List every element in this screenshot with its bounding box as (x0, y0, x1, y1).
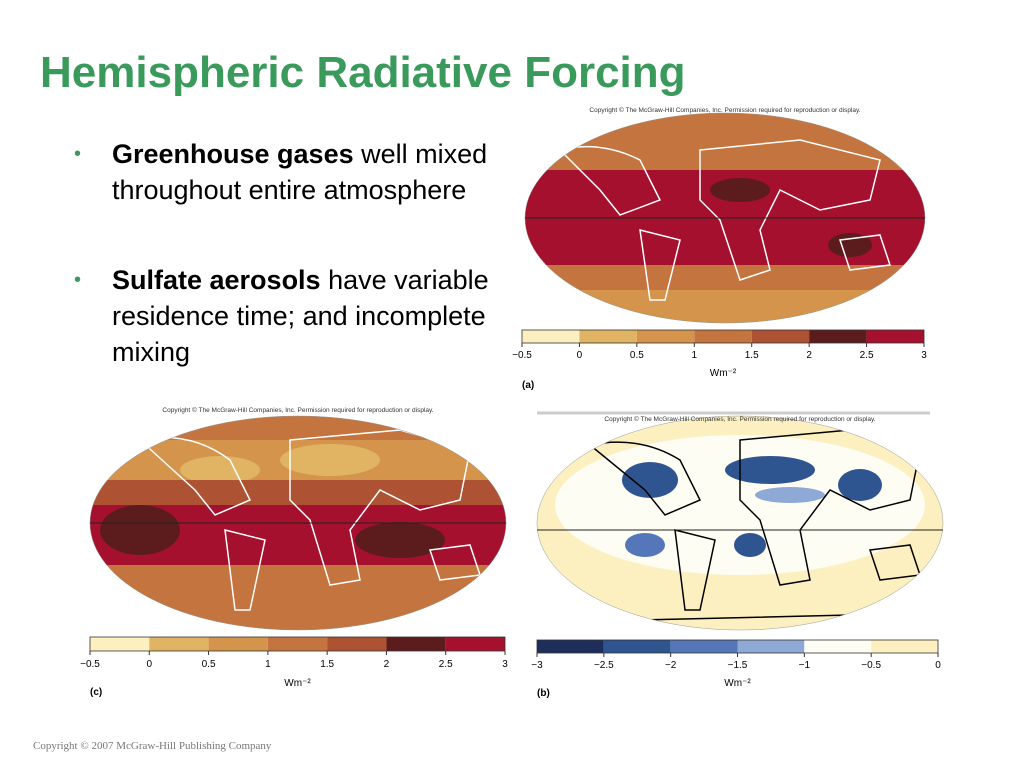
colorbar-segment (737, 640, 805, 653)
colorbar-tick-label: 1.5 (745, 350, 759, 361)
colorbar-tick-label: 2 (384, 659, 390, 670)
colorbar-unit: Wm⁻² (284, 678, 311, 689)
colorbar-segment (636, 330, 695, 343)
bullet: • Sulfate aerosols have variable residenc… (74, 265, 489, 367)
colorbar-tick-label: 0.5 (630, 350, 644, 361)
figure-copyright: Copyright © The McGraw-Hill Companies, I… (162, 406, 433, 414)
colorbar-tick-label: 0 (935, 660, 941, 671)
colorbar-tick-label: 2.5 (439, 659, 453, 670)
colorbar-unit: Wm⁻² (724, 678, 751, 689)
panel-label: (a) (522, 380, 534, 391)
title: Hemispheric Radiative Forcing (40, 48, 686, 97)
colorbar-tick-label: −2.5 (594, 660, 614, 671)
colorbar-tick-label: 1 (692, 350, 698, 361)
colorbar-segment (809, 330, 867, 343)
bullet: • Greenhouse gases well mixed throughout … (74, 139, 488, 205)
colorbar-segment (445, 637, 505, 651)
bullet-text: well mixed throughout entire atmosphere (112, 139, 488, 205)
colorbar-segment (670, 640, 738, 653)
colorbar-tick-label: 0 (577, 350, 583, 361)
colorbar-segment (694, 330, 752, 343)
colorbar-segment (149, 637, 209, 651)
colorbar-tick-label: −3 (531, 660, 543, 671)
colorbar-tick-label: 2 (806, 350, 812, 361)
colorbar-segment (522, 330, 580, 343)
footer: Copyright © 2007 McGraw-Hill Publishing … (33, 740, 272, 752)
bullet-text: have variable residence time; and incomp… (112, 265, 489, 367)
colorbar-tick-label: −2 (665, 660, 677, 671)
colorbar-frame (89, 636, 506, 652)
colorbar-tick-label: 2.5 (860, 350, 874, 361)
colorbar-tick-label: −1 (799, 660, 811, 671)
colorbar-frame (521, 329, 925, 344)
colorbar-segment (90, 637, 150, 651)
colorbar-segment (537, 640, 604, 653)
colorbar-tick-label: 0.5 (202, 659, 216, 670)
colorbar-tick-label: −0.5 (512, 350, 532, 361)
colorbar-segment (386, 637, 446, 651)
map-b (537, 416, 943, 630)
colorbar-tick-label: −0.5 (80, 659, 100, 670)
colorbar-tick-label: 0 (147, 659, 153, 670)
bullet-bold: Greenhouse gases (112, 139, 354, 169)
colorbar-tick-label: 3 (502, 659, 508, 670)
colorbar-segment (603, 640, 671, 653)
panel-label: (b) (537, 688, 550, 699)
bullet-bold: Sulfate aerosols (112, 265, 321, 295)
colorbar-segment (327, 637, 387, 651)
colorbar-tick-label: 1 (265, 659, 271, 670)
map-a (525, 113, 925, 323)
colorbar-tick-label: 3 (921, 350, 927, 361)
colorbar-segment (871, 640, 938, 653)
colorbar-tick-label: −1.5 (728, 660, 748, 671)
colorbar-segment (267, 637, 328, 651)
colorbar-segment (866, 330, 924, 343)
colorbar-segment (804, 640, 872, 653)
colorbar-tick-label: 1.5 (320, 659, 334, 670)
colorbar-segment (751, 330, 810, 343)
colorbar-segment (208, 637, 268, 651)
figure-copyright: Copyright © The McGraw-Hill Companies, I… (589, 106, 860, 114)
figure-copyright: Copyright © The McGraw-Hill Companies, I… (604, 415, 875, 423)
panel-label: (c) (90, 687, 102, 698)
colorbar-segment (579, 330, 637, 343)
colorbar-unit: Wm⁻² (710, 368, 737, 379)
colorbar-tick-label: −0.5 (861, 660, 881, 671)
